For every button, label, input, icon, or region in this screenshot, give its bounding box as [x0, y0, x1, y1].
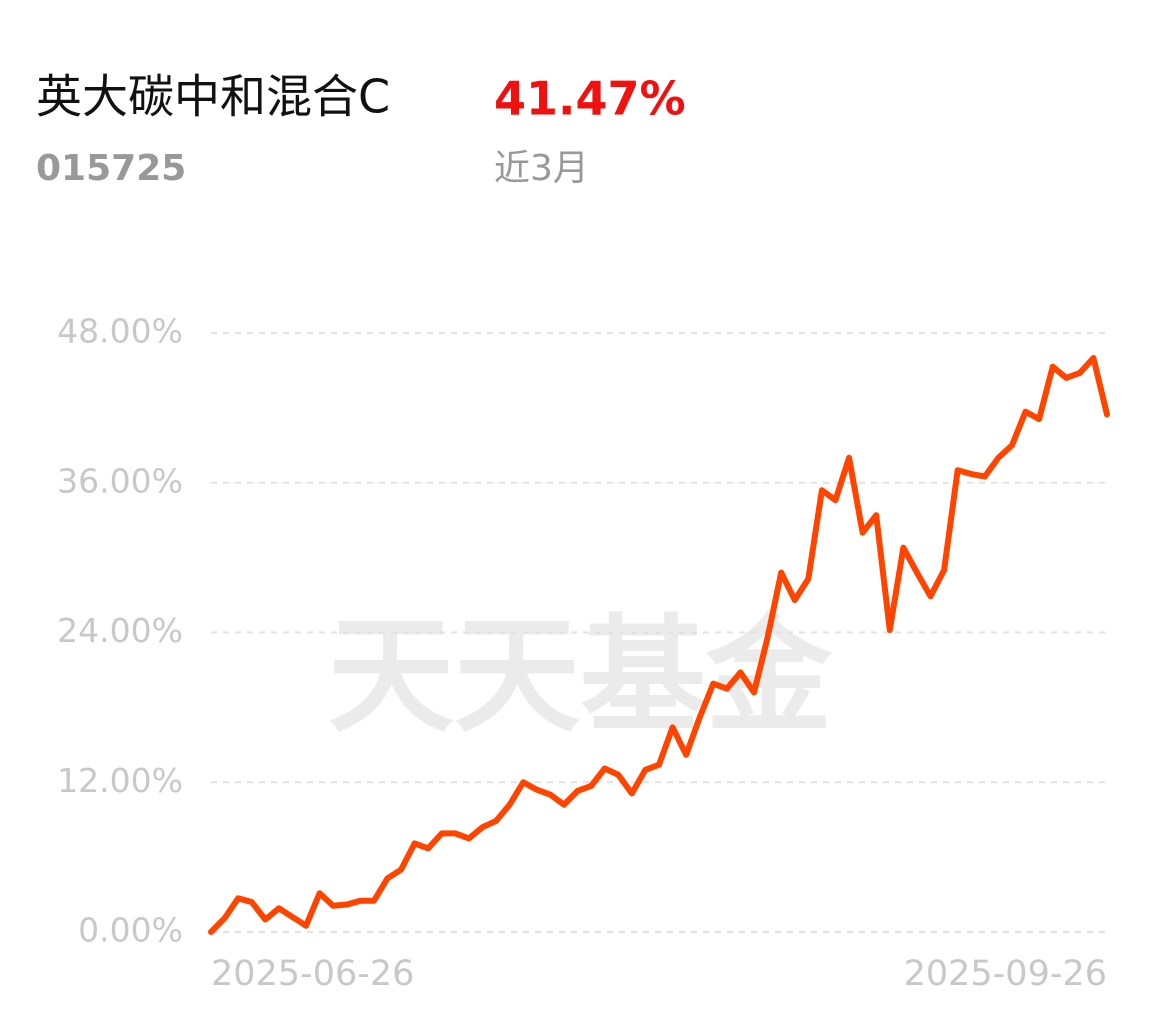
y-tick-label: 36.00%: [57, 461, 183, 500]
line-series: [208, 354, 1110, 935]
y-tick-label: 12.00%: [57, 761, 183, 800]
fund-return: 41.47%: [494, 72, 686, 126]
watermark: 天天基金: [328, 603, 833, 750]
y-tick-label: 24.00%: [57, 611, 183, 650]
y-tick-label: 48.00%: [57, 312, 183, 351]
x-tick-label: 2025-06-26: [211, 954, 414, 994]
period-label: 近3月: [494, 148, 589, 189]
fund-code: 015725: [36, 148, 186, 189]
x-tick-label: 2025-09-26: [904, 954, 1107, 994]
fund-name: 英大碳中和混合C: [36, 70, 390, 124]
y-tick-label: 0.00%: [78, 911, 183, 950]
